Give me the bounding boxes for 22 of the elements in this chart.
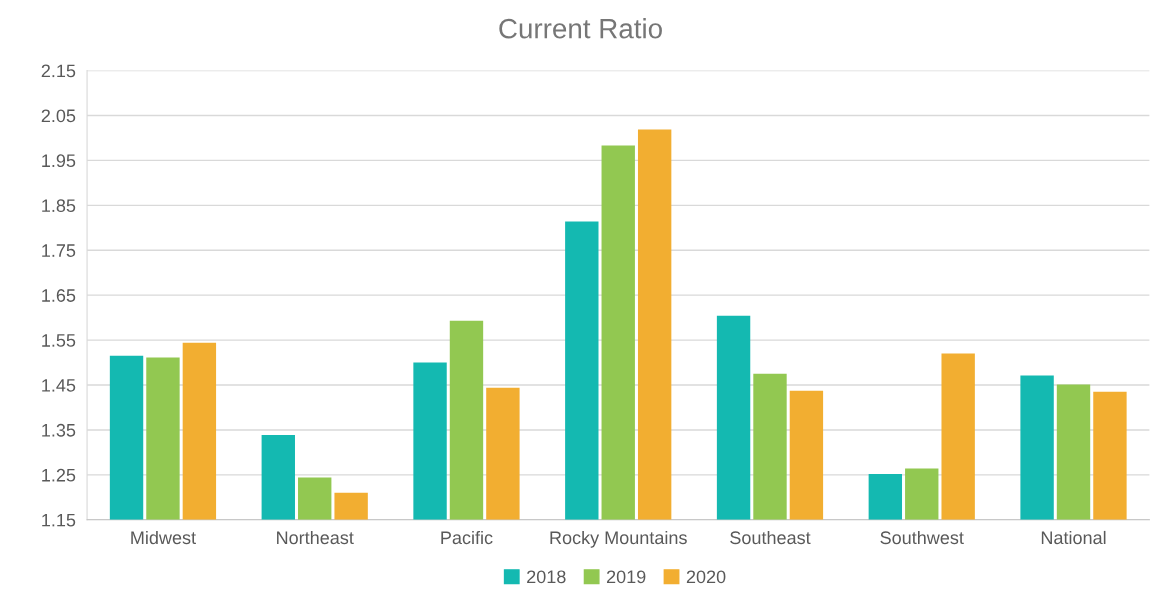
x-tick-label: Rocky Mountains xyxy=(550,530,687,548)
x-tick-label: Midwest xyxy=(131,530,196,545)
x-tick-label: Pacific xyxy=(441,530,493,545)
y-tick-label: 1.75 xyxy=(42,244,76,257)
x-tick-label: National xyxy=(1041,530,1106,545)
y-tick-label: 1.65 xyxy=(42,289,76,302)
legend-label: 2018 xyxy=(527,570,566,584)
x-tick-label: Southeast xyxy=(730,530,811,545)
x-tick-label: Northeast xyxy=(277,530,354,545)
y-tick-label: 2.05 xyxy=(41,109,76,123)
y-tick-label: 1.95 xyxy=(42,154,76,168)
chart-title: Current Ratio xyxy=(499,18,662,39)
y-tick-label: 1.55 xyxy=(42,334,76,347)
y-tick-label: 1.25 xyxy=(42,468,76,482)
x-tick-label: Southwest xyxy=(880,530,964,545)
y-tick-label: 1.85 xyxy=(42,199,76,213)
legend-label: 2019 xyxy=(606,570,646,584)
y-tick-label: 1.35 xyxy=(42,423,76,437)
y-tick-label: 1.15 xyxy=(42,513,76,527)
y-tick-label: 2.15 xyxy=(41,64,76,78)
legend-label: 2020 xyxy=(686,570,726,584)
y-tick-label: 1.45 xyxy=(42,379,76,392)
